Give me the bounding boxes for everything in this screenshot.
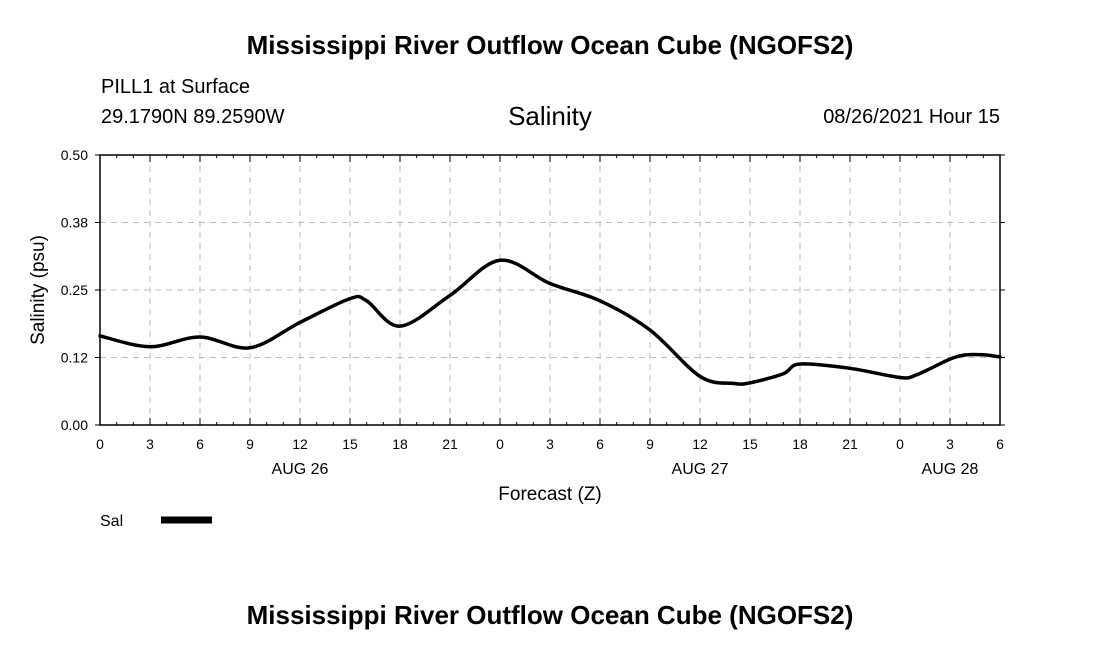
- x-tick-label: 9: [646, 436, 654, 452]
- legend-label-sal: Sal: [100, 513, 123, 530]
- series-layer: [98, 258, 1002, 386]
- x-tick-label: 3: [546, 436, 554, 452]
- x-tick-label: 15: [342, 436, 358, 452]
- x-tick-label: 6: [196, 436, 204, 452]
- y-tick-label: 0.12: [61, 350, 88, 366]
- grid-lines: [100, 155, 1000, 425]
- x-tick-label: 18: [792, 436, 808, 452]
- station-label: PILL1 at Surface: [101, 76, 250, 98]
- y-tick-label: 0.38: [61, 215, 88, 231]
- x-tick-label: 18: [392, 436, 408, 452]
- x-axis-label: Forecast (Z): [498, 484, 601, 505]
- date-label: AUG 27: [672, 461, 729, 478]
- x-tick-label: 0: [96, 436, 104, 452]
- x-tick-label: 6: [996, 436, 1004, 452]
- x-tick-label: 21: [442, 436, 458, 452]
- station-coordinates: 29.1790N 89.2590W: [101, 106, 285, 128]
- date-label: AUG 28: [922, 461, 979, 478]
- forecast-datetime: 08/26/2021 Hour 15: [823, 106, 1000, 128]
- x-tick-label: 12: [692, 436, 708, 452]
- x-tick-label: 0: [496, 436, 504, 452]
- x-tick-label: 6: [596, 436, 604, 452]
- chart-title-bottom: Mississippi River Outflow Ocean Cube (NG…: [246, 600, 854, 630]
- y-tick-label: 0.00: [61, 417, 88, 433]
- x-tick-label: 12: [292, 436, 308, 452]
- y-tick-label: 0.50: [61, 147, 88, 163]
- variable-title: Salinity: [508, 101, 592, 131]
- x-tick-label: 21: [842, 436, 858, 452]
- y-axis-label: Salinity (psu): [28, 235, 49, 345]
- date-label: AUG 26: [272, 461, 329, 478]
- x-tick-label: 3: [146, 436, 154, 452]
- axis-ticks: 0 3 6 9 12 15 18 21 0 3 6 9 12 15 18 21 0 3 6 0.00 0.12 0.25 0…: [61, 147, 1005, 478]
- x-tick-label: 0: [896, 436, 904, 452]
- y-tick-label: 0.25: [61, 282, 88, 298]
- chart-title-top: Mississippi River Outflow Ocean Cube (NG…: [246, 30, 854, 60]
- x-tick-label: 3: [946, 436, 954, 452]
- legend: Sal: [100, 513, 212, 530]
- x-tick-label: 15: [742, 436, 758, 452]
- series-line-sal: [98, 258, 1002, 386]
- x-tick-label: 9: [246, 436, 254, 452]
